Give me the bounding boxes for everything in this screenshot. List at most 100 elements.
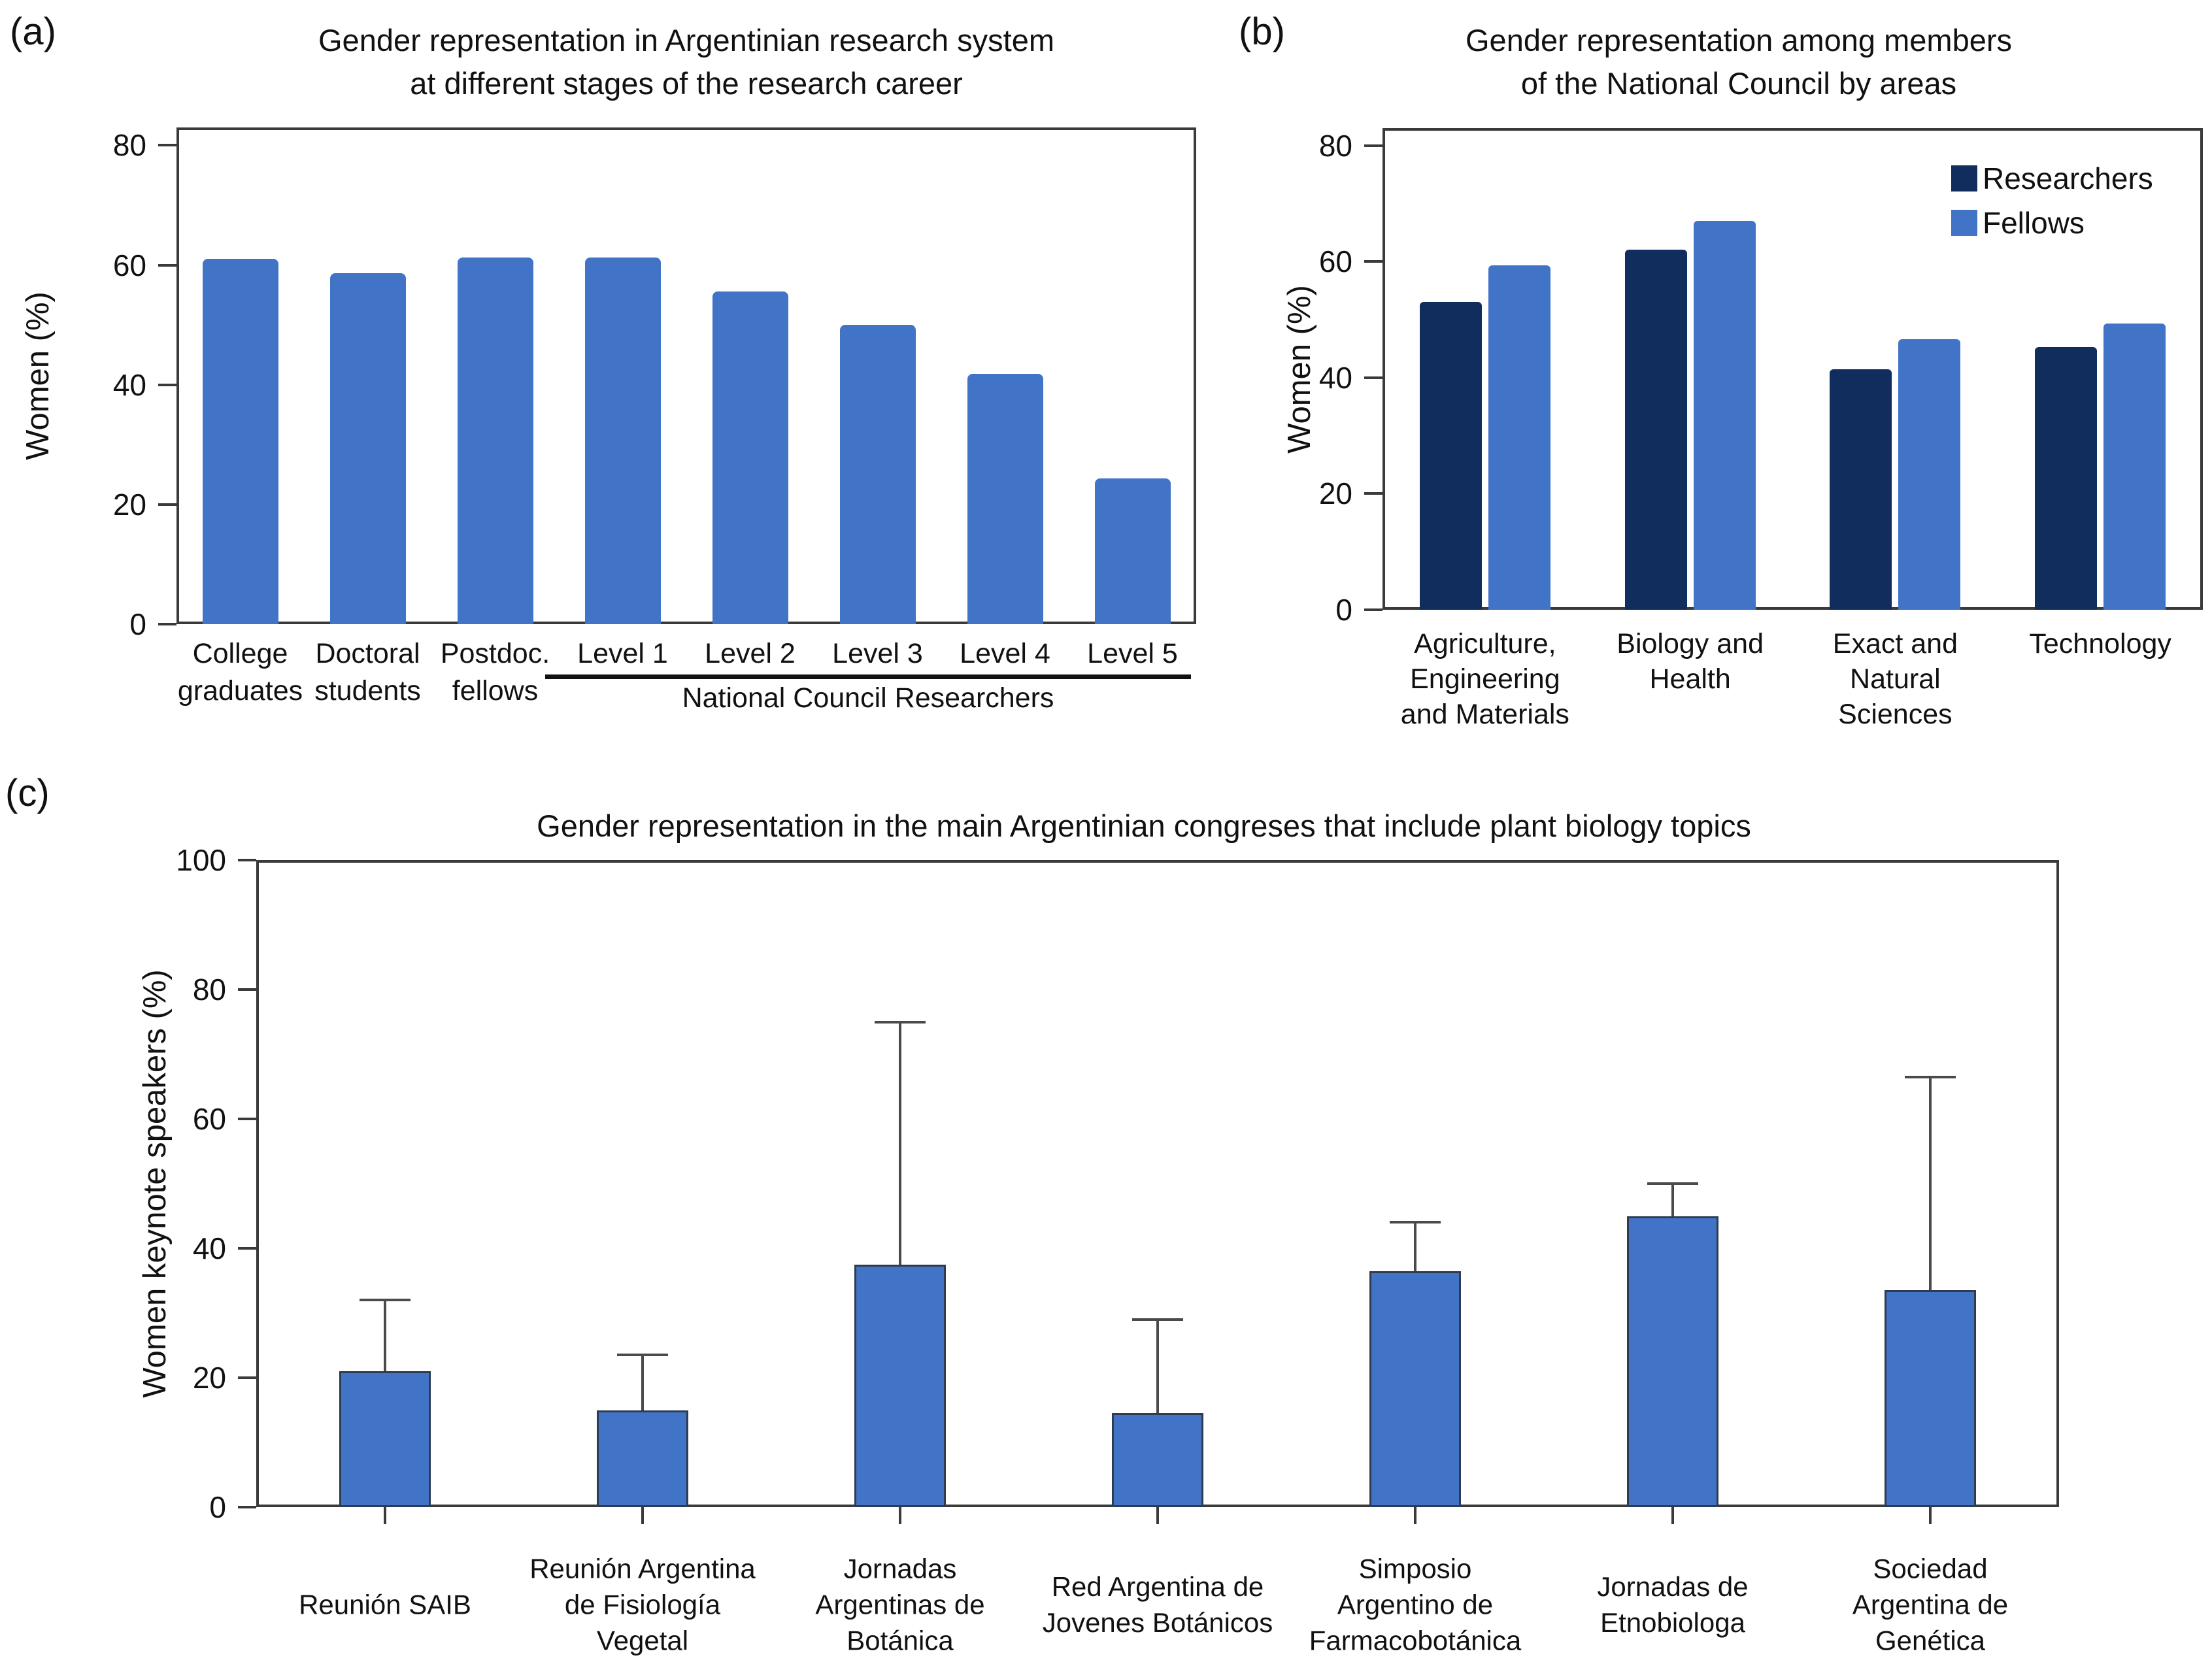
x-category-label: Level 3	[832, 638, 923, 669]
y-tick-label: 100	[176, 843, 226, 877]
x-category-label: Technology	[2029, 628, 2171, 659]
bar-fellows	[1693, 221, 1756, 610]
x-category-label: Red Argentina de Jovenes Botánicos	[1042, 1571, 1273, 1638]
error-bar-cap	[1132, 1318, 1183, 1321]
x-category-label: Doctoral students	[314, 638, 421, 707]
y-tick-label: 80	[1318, 128, 1352, 163]
x-tick	[1929, 1507, 1932, 1524]
bar	[839, 325, 916, 624]
y-tick-label: 20	[1318, 476, 1352, 511]
y-tick	[238, 1376, 256, 1379]
bar	[1885, 1290, 1976, 1507]
y-tick	[1364, 260, 1382, 263]
researchers-swatch-icon	[1951, 165, 1977, 191]
y-tick	[158, 263, 176, 267]
y-tick	[158, 623, 176, 625]
bar-fellows	[1488, 265, 1550, 610]
bar	[202, 259, 278, 624]
y-tick-label: 80	[192, 973, 226, 1007]
legend-item-researchers: Researchers	[1951, 161, 2153, 196]
y-tick	[1364, 492, 1382, 495]
bar	[339, 1371, 431, 1507]
y-tick	[1364, 144, 1382, 147]
y-tick-label: 60	[112, 248, 146, 282]
error-bar-line	[1156, 1319, 1159, 1416]
x-tick	[641, 1507, 644, 1524]
fellows-swatch-icon	[1951, 210, 1977, 236]
x-category-label: Reunión SAIB	[299, 1589, 471, 1620]
bar	[329, 273, 406, 624]
x-category-label: Level 2	[705, 638, 796, 669]
bar	[967, 374, 1043, 624]
y-tick-label: 0	[129, 607, 146, 641]
error-bar-cap	[617, 1354, 668, 1357]
y-tick	[238, 988, 256, 991]
x-category-label: Biology and Health	[1617, 628, 1764, 695]
bar-researchers	[1830, 369, 1892, 610]
error-bar-line	[641, 1355, 644, 1412]
bar-fellows	[1898, 339, 1961, 610]
bar-researchers	[1419, 302, 1482, 610]
bar	[597, 1410, 688, 1507]
error-bar-cap	[1390, 1221, 1441, 1224]
error-bar-cap	[1647, 1182, 1698, 1185]
bar	[1627, 1216, 1718, 1507]
y-tick	[1364, 608, 1382, 611]
x-category-label: Exact and Natural Sciences	[1832, 628, 1958, 730]
x-category-label: Agriculture, Engineering and Materials	[1400, 628, 1569, 730]
bar-researchers	[1624, 250, 1687, 610]
error-bar-line	[1929, 1076, 1932, 1293]
bar	[854, 1264, 946, 1507]
legend-label-fellows: Fellows	[1983, 206, 2085, 240]
x-category-label: Level 5	[1087, 638, 1178, 669]
error-bar-cap	[360, 1299, 411, 1302]
x-tick	[899, 1507, 901, 1524]
bar-researchers	[2035, 346, 2098, 610]
x-category-label: Level 1	[577, 638, 668, 669]
error-bar-cap	[875, 1020, 926, 1023]
panel-c-ylabel: Women keynote speakers (%)	[137, 969, 173, 1398]
y-tick-label: 20	[192, 1361, 226, 1395]
error-bar-line	[1414, 1222, 1416, 1273]
y-tick	[238, 1118, 256, 1120]
x-tick	[384, 1507, 386, 1524]
x-category-label: Simposio Argentino de Farmacobotánica	[1309, 1553, 1522, 1656]
y-tick-label: 40	[112, 367, 146, 402]
x-category-label: Reunión Argentina de Fisiología Vegetal	[529, 1553, 756, 1656]
panel-b-title-line1: Gender representation among members	[1466, 23, 2012, 58]
bar	[1369, 1271, 1461, 1507]
y-tick-label: 80	[112, 128, 146, 163]
x-category-label: Jornadas de Etnobiologa	[1597, 1571, 1749, 1638]
bar-fellows	[2103, 324, 2166, 610]
y-tick-label: 0	[209, 1490, 226, 1524]
panel-c-letter: (c)	[5, 772, 50, 814]
panel-c-title: Gender representation in the main Argent…	[537, 808, 1751, 843]
panel-a-group-label: National Council Researchers	[682, 682, 1054, 714]
panel-a-group-underline	[545, 674, 1191, 679]
error-bar-line	[1671, 1184, 1674, 1218]
x-tick	[1156, 1507, 1159, 1524]
y-tick-label: 60	[1318, 244, 1352, 279]
panel-a-letter: (a)	[10, 10, 56, 53]
y-tick-label: 40	[1318, 360, 1352, 395]
panel-b-letter: (b)	[1239, 10, 1285, 53]
y-tick	[158, 503, 176, 506]
panel-b-title-line2: of the National Council by areas	[1520, 66, 1957, 101]
x-category-label: Postdoc. fellows	[440, 638, 550, 707]
x-category-label: Jornadas Argentinas de Botánica	[815, 1553, 985, 1656]
x-category-label: College graduates	[177, 638, 303, 707]
bar	[1112, 1413, 1203, 1507]
y-tick-label: 40	[192, 1231, 226, 1265]
x-category-label: Level 4	[960, 638, 1050, 669]
y-tick	[158, 383, 176, 386]
panel-a-title-line2: at different stages of the research care…	[410, 66, 963, 101]
x-category-label: Sociedad Argentina de Genética	[1852, 1553, 2009, 1656]
y-tick-label: 20	[112, 487, 146, 522]
error-bar-line	[384, 1300, 386, 1374]
y-tick	[1364, 376, 1382, 379]
y-tick	[238, 1506, 256, 1508]
y-tick	[238, 859, 256, 861]
legend-label-researchers: Researchers	[1983, 161, 2153, 195]
bar	[457, 257, 533, 624]
